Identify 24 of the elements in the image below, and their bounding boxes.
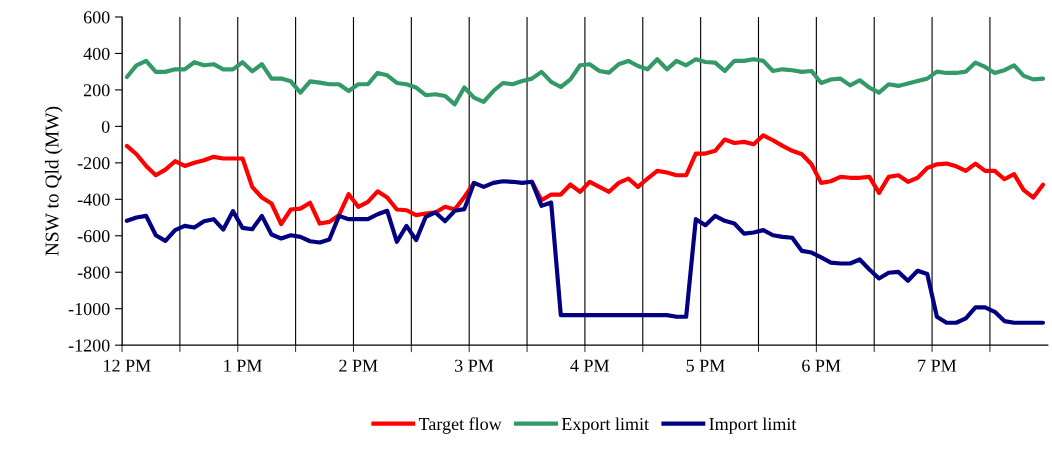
y-axis-title: NSW to Qld (MW) (44, 106, 63, 256)
line-series (124, 179, 1046, 325)
x-tick-label: 12 PM (104, 359, 151, 372)
x-tick-label: 7 PM (918, 359, 957, 372)
y-tick-label: 400 (83, 47, 110, 60)
x-tick-label: 5 PM (686, 359, 725, 372)
y-tick-label: -800 (77, 266, 110, 279)
legend-label: Target flow (418, 417, 502, 434)
y-tick-label: 600 (83, 11, 110, 24)
x-tick-label: 4 PM (570, 359, 610, 372)
y-tick-label: -1200 (68, 339, 110, 352)
y-tick-label: -400 (77, 193, 110, 206)
y-tick-label: 0 (101, 120, 110, 133)
x-tick-label: 6 PM (802, 359, 841, 372)
y-tick-label: -200 (77, 157, 110, 170)
y-tick-label: 200 (83, 84, 110, 97)
x-tick-label: 1 PM (224, 359, 262, 372)
x-tick-label: 3 PM (455, 359, 494, 372)
line-series (124, 57, 1046, 107)
y-tick-label: -600 (77, 230, 110, 243)
legend-label: Export limit (561, 417, 649, 434)
legend-label: Import limit (709, 417, 797, 434)
y-tick-label: -1000 (68, 302, 110, 316)
x-tick-label: 2 PM (339, 359, 378, 372)
